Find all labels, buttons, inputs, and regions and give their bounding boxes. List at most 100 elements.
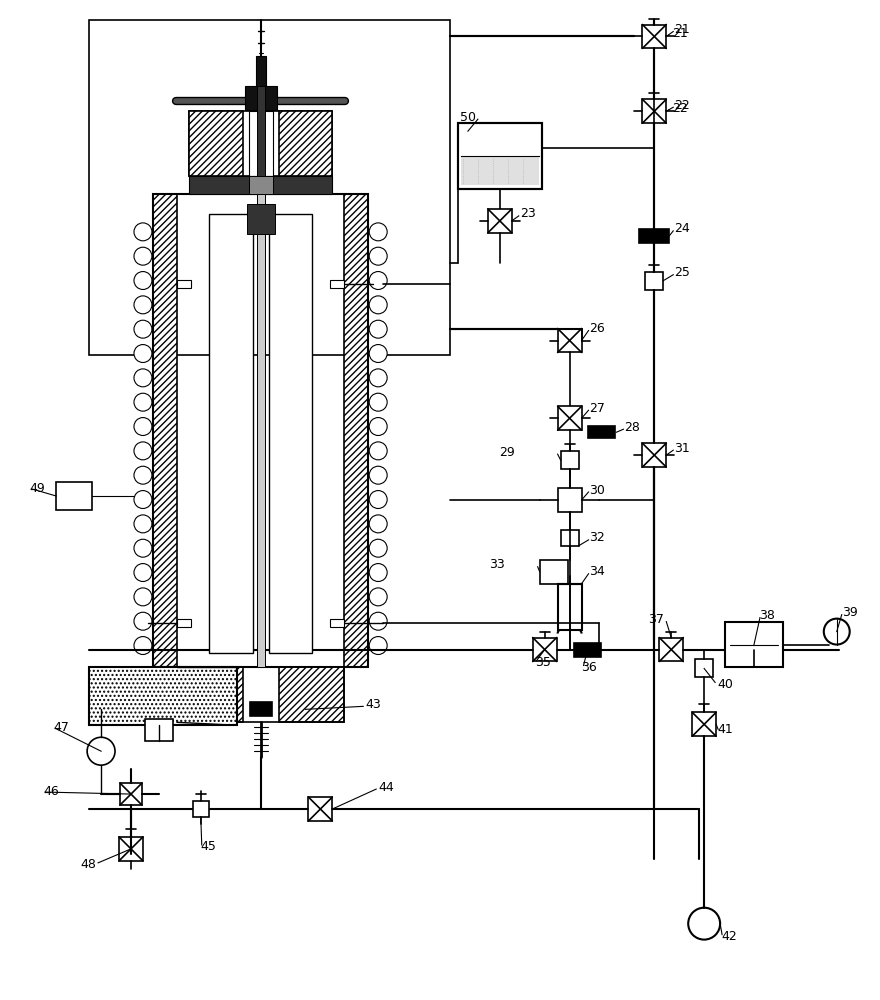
Bar (308, 797, 333, 821)
Circle shape (134, 369, 152, 387)
Circle shape (370, 588, 387, 606)
Bar (659, 638, 683, 661)
Circle shape (134, 515, 152, 533)
Bar (119, 837, 143, 861)
Bar (642, 99, 666, 123)
Polygon shape (189, 111, 243, 176)
Bar (189, 176, 333, 194)
Text: 28: 28 (625, 421, 641, 434)
Text: 26: 26 (590, 322, 605, 335)
Bar (257, 194, 265, 667)
Circle shape (134, 637, 152, 655)
Text: 21: 21 (674, 23, 690, 36)
Bar (458, 123, 542, 189)
Bar (255, 56, 266, 86)
Text: 23: 23 (520, 207, 536, 220)
Bar (193, 801, 209, 817)
Circle shape (370, 539, 387, 557)
Text: 47: 47 (53, 721, 70, 734)
Text: 32: 32 (590, 531, 605, 544)
Circle shape (370, 272, 387, 289)
Bar (257, 86, 265, 176)
Circle shape (370, 393, 387, 411)
Text: 22: 22 (672, 102, 688, 115)
Text: 29: 29 (499, 446, 515, 459)
Circle shape (370, 320, 387, 338)
Polygon shape (278, 667, 344, 722)
Bar (558, 406, 582, 430)
Text: 38: 38 (759, 609, 775, 622)
Circle shape (134, 466, 152, 484)
Circle shape (370, 296, 387, 314)
Circle shape (824, 619, 850, 645)
Circle shape (134, 272, 152, 289)
Text: 30: 30 (590, 484, 605, 497)
Circle shape (370, 466, 387, 484)
Text: 35: 35 (535, 656, 551, 669)
Bar (246, 204, 275, 234)
Circle shape (134, 320, 152, 338)
Polygon shape (177, 667, 243, 722)
Text: 21: 21 (672, 27, 688, 40)
Bar (588, 426, 615, 438)
Text: 44: 44 (378, 781, 394, 794)
Text: 39: 39 (842, 606, 857, 619)
Bar (249, 111, 273, 176)
Text: 27: 27 (590, 402, 605, 415)
Text: 40: 40 (717, 678, 733, 691)
Text: 34: 34 (590, 565, 605, 578)
Circle shape (370, 442, 387, 460)
Bar (268, 214, 312, 653)
Text: 36: 36 (582, 661, 598, 674)
Circle shape (134, 296, 152, 314)
Bar (461, 156, 539, 185)
Bar (561, 530, 578, 546)
Bar (189, 111, 333, 176)
Bar (642, 443, 666, 467)
Bar (695, 659, 713, 677)
Bar (145, 719, 172, 741)
Circle shape (370, 345, 387, 362)
Circle shape (134, 223, 152, 241)
Bar (177, 667, 344, 722)
Circle shape (134, 418, 152, 435)
Polygon shape (89, 667, 237, 725)
Bar (539, 560, 568, 584)
Circle shape (134, 345, 152, 362)
Text: 25: 25 (674, 266, 690, 279)
Bar (558, 329, 582, 352)
Circle shape (134, 612, 152, 630)
Bar (89, 20, 450, 355)
Text: 33: 33 (489, 558, 505, 571)
Bar (532, 638, 557, 661)
Circle shape (134, 491, 152, 509)
Circle shape (370, 247, 387, 265)
Bar (330, 280, 344, 288)
Bar (725, 622, 783, 667)
Circle shape (370, 223, 387, 241)
Bar (153, 194, 368, 667)
Bar (574, 643, 602, 657)
Bar (249, 176, 273, 194)
Bar (177, 280, 191, 288)
Bar (488, 209, 512, 233)
Bar (642, 25, 666, 48)
Circle shape (370, 515, 387, 533)
Text: 22: 22 (674, 99, 690, 112)
Bar (693, 712, 716, 736)
Circle shape (370, 369, 387, 387)
Circle shape (134, 247, 152, 265)
Circle shape (134, 442, 152, 460)
Circle shape (370, 612, 387, 630)
Bar (330, 619, 344, 627)
Text: 49: 49 (29, 482, 45, 495)
Text: 46: 46 (43, 785, 59, 798)
Bar (120, 783, 142, 805)
Bar (250, 702, 272, 716)
Circle shape (370, 637, 387, 655)
Bar (561, 451, 578, 469)
Text: 50: 50 (460, 111, 476, 124)
Circle shape (134, 564, 152, 582)
Bar (89, 667, 237, 725)
Text: 45: 45 (201, 840, 216, 853)
